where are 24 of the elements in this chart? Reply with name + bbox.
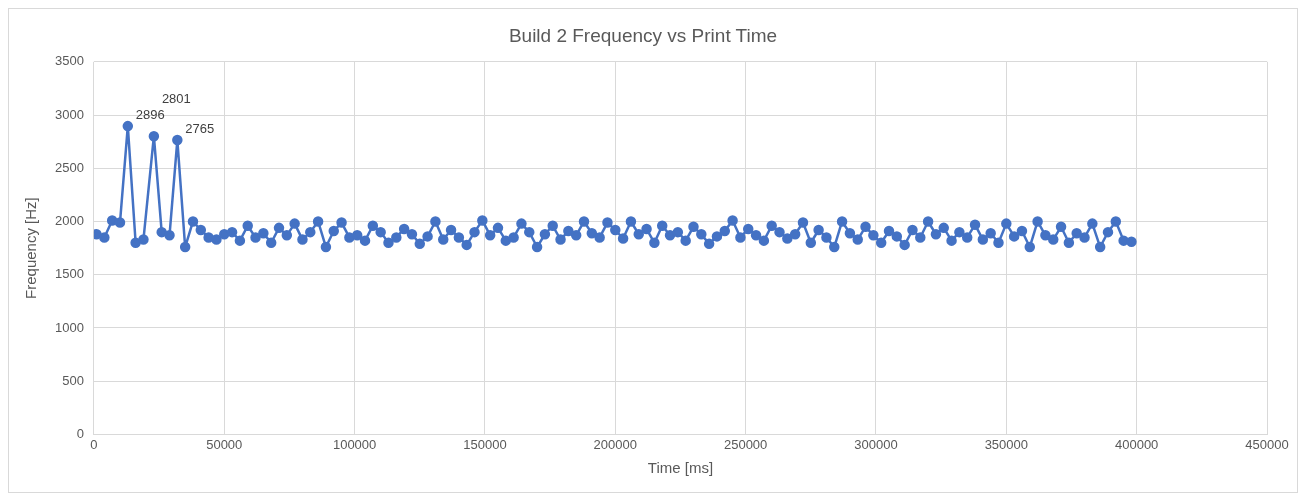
x-tick-label: 100000 xyxy=(332,436,377,452)
y-tick-label: 2500 xyxy=(55,159,84,175)
x-tick-label: 300000 xyxy=(854,436,898,452)
data-label: 2801 xyxy=(161,91,191,107)
y-tick-label: 3500 xyxy=(55,53,84,69)
chart-title: Build 2 Frequency vs Print Time xyxy=(508,24,778,46)
x-tick-label: 400000 xyxy=(1114,436,1159,452)
x-tick-label: 250000 xyxy=(723,436,768,452)
x-tick-label: 50000 xyxy=(206,436,243,452)
data-label: 2765 xyxy=(185,121,215,137)
x-tick-label: 150000 xyxy=(463,436,507,452)
y-tick-label: 3000 xyxy=(55,106,84,122)
x-tick-label: 0 xyxy=(90,436,98,452)
y-axis-title: Frequency [Hz] xyxy=(22,197,40,299)
x-tick-label: 450000 xyxy=(1245,436,1289,452)
data-label: 2896 xyxy=(135,107,165,123)
y-tick-label: 1000 xyxy=(55,319,84,335)
x-axis-title: Time [ms] xyxy=(647,459,714,477)
y-tick-label: 500 xyxy=(62,372,84,388)
x-tick-label: 350000 xyxy=(984,436,1029,452)
y-tick-label: 2000 xyxy=(55,213,84,229)
y-tick-label: 1500 xyxy=(55,266,84,282)
y-tick-label: 0 xyxy=(76,425,84,441)
x-tick-label: 200000 xyxy=(593,436,637,452)
